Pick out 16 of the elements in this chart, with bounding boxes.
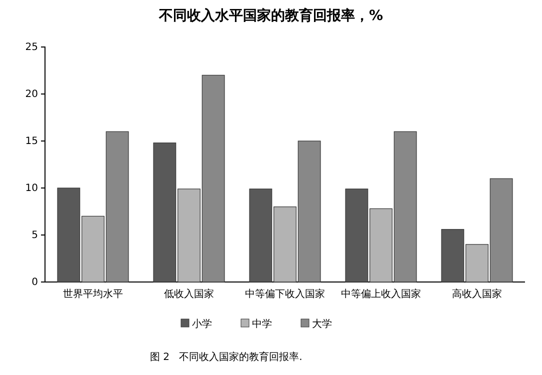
y-tick-label: 5 [32, 230, 38, 242]
y-tick-label: 25 [25, 42, 38, 54]
x-tick-label: 低收入国家 [164, 288, 214, 300]
y-tick-label: 10 [25, 183, 38, 194]
x-tick-label: 中等偏上收入国家 [341, 288, 421, 300]
x-tick-label: 高收入国家 [452, 288, 502, 300]
caption: 图 2 不同收入国家的教育回报率. [150, 351, 302, 363]
y-tick-label: 20 [25, 89, 38, 100]
chart-title: 不同收入水平国家的教育回报率，% [158, 7, 384, 24]
legend-label: 中学 [252, 318, 272, 330]
y-tick-label: 0 [32, 277, 38, 288]
y-tick-label: 15 [25, 136, 38, 148]
x-tick-label: 中等偏下收入国家 [245, 288, 325, 300]
x-tick-label: 世界平均水平 [63, 288, 123, 300]
legend-label: 小学 [192, 318, 212, 330]
legend-label: 大学 [312, 318, 332, 330]
